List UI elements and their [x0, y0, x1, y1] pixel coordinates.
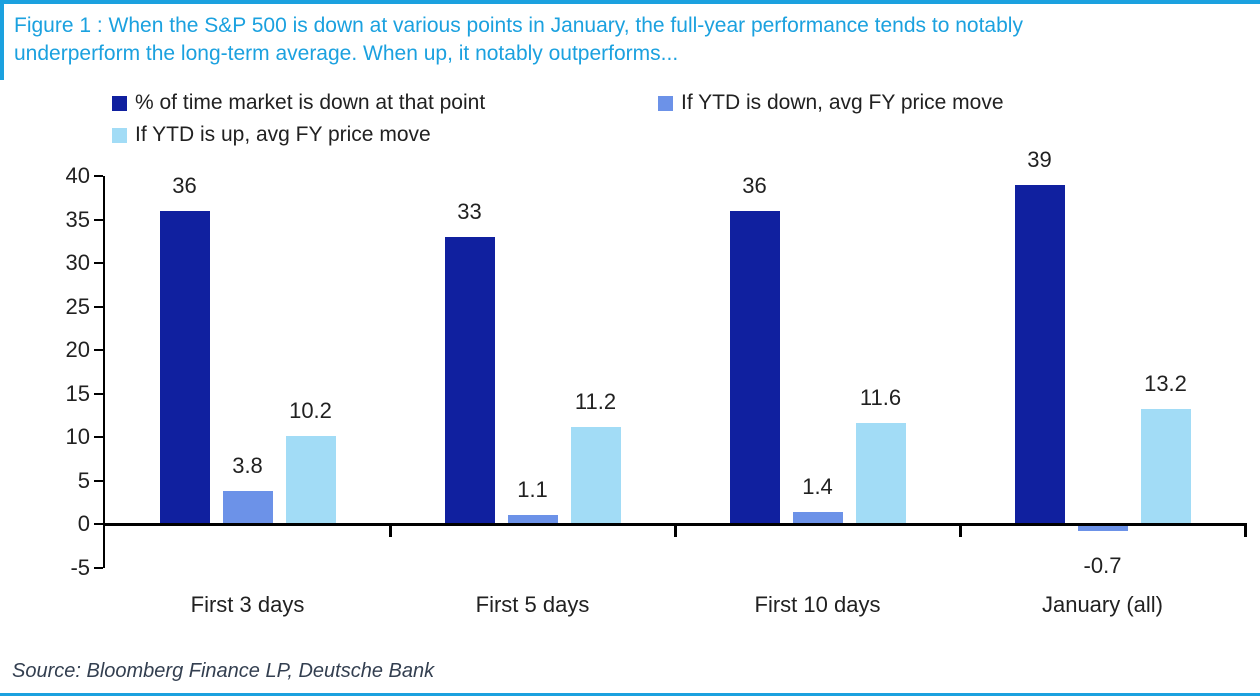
y-tick-35	[94, 218, 103, 221]
bar-series0-first-3-days	[159, 210, 210, 525]
plot-area: 40 35 30 25 20 15 10 5 0 -5 36 3.8 10.2 33 1.1 11.2 36 1.…	[66, 147, 1247, 580]
bar-series1-first-10-days	[792, 512, 843, 525]
x-boundary-tick-1	[388, 523, 392, 538]
legend-row-1: % of time market is down at that point I…	[0, 90, 1260, 116]
legend-label-ytd-down: If YTD is down, avg FY price move	[681, 91, 1004, 114]
bar-value-label-series2-first-3-days: 10.2	[289, 397, 332, 423]
y-tick-label-20: 20	[65, 337, 90, 363]
bar-series2-first-10-days	[855, 423, 906, 525]
legend-label-down-pct: % of time market is down at that point	[135, 91, 486, 114]
x-boundary-tick-4	[1243, 523, 1247, 538]
category-labels: First 3 days First 5 days First 10 days …	[105, 592, 1245, 618]
bar-value-label-series2-first-10-days: 11.6	[859, 385, 902, 411]
figure-footer: Source: Bloomberg Finance LP, Deutsche B…	[0, 656, 1260, 696]
bar-series0-january-all-	[1014, 184, 1065, 525]
y-tick-label-5: 5	[77, 467, 90, 493]
bar-series1-first-5-days	[507, 514, 558, 525]
bar-series0-first-5-days	[444, 236, 495, 525]
figure-header: Figure 1 : When the S&P 500 is down at v…	[0, 0, 1260, 80]
bar-series2-first-3-days	[285, 435, 336, 525]
legend-swatch-down-pct-icon	[112, 95, 127, 111]
bar-value-label-series0-first-3-days: 36	[172, 172, 197, 198]
figure-title-line-1: Figure 1 : When the S&P 500 is down at v…	[14, 14, 1023, 37]
y-tick-0	[94, 523, 103, 526]
y-axis-line	[103, 176, 105, 568]
bar-value-label-series0-january-all-: 39	[1027, 146, 1052, 172]
legend-row-2: If YTD is up, avg FY price move	[0, 122, 1260, 148]
y-tick-5	[94, 479, 103, 482]
y-tick-label-15: 15	[65, 380, 90, 406]
legend-label-ytd-up: If YTD is up, avg FY price move	[135, 123, 431, 146]
bar-value-label-series0-first-5-days: 33	[457, 198, 482, 224]
x-boundary-tick-3	[958, 523, 962, 538]
bar-value-label-series2-first-5-days: 11.2	[574, 388, 617, 414]
category-label-january-all: January (all)	[1041, 592, 1164, 617]
bar-value-label-series1-first-10-days: 1.4	[802, 474, 833, 500]
legend-item-ytd-up: If YTD is up, avg FY price move	[112, 123, 431, 147]
legend-swatch-ytd-down-icon	[658, 95, 673, 111]
category-label-first-10-days: First 10 days	[754, 592, 881, 617]
bar-chart: 40 35 30 25 20 15 10 5 0 -5 36 3.8 10.2 33 1.1 11.2 36 1.…	[66, 147, 1247, 618]
y-tick-label-10: 10	[65, 424, 90, 450]
y-tick-15	[94, 392, 103, 395]
bar-value-label-series2-january-all-: 13.2	[1144, 371, 1187, 397]
bar-value-label-series0-first-10-days: 36	[742, 172, 767, 198]
figure-title-line-2: underperform the long-term average. When…	[14, 42, 679, 65]
y-tick-30	[94, 262, 103, 265]
y-tick-label-30: 30	[65, 250, 90, 276]
y-tick-10	[94, 436, 103, 439]
x-boundary-tick-2	[673, 523, 677, 538]
bar-value-label-series1-first-3-days: 3.8	[232, 453, 263, 479]
y-tick--5	[94, 567, 103, 569]
y-tick-40	[94, 175, 103, 177]
bar-value-label-series1-january-all-: -0.7	[1083, 552, 1122, 578]
y-tick-label-25: 25	[65, 293, 90, 319]
bar-series2-january-all-	[1140, 409, 1191, 525]
category-label-first-5-days: First 5 days	[475, 592, 590, 617]
bar-series0-first-10-days	[729, 210, 780, 525]
chart-legend: % of time market is down at that point I…	[0, 90, 1260, 148]
bar-series1-first-3-days	[222, 491, 273, 525]
legend-item-ytd-down: If YTD is down, avg FY price move	[658, 91, 1004, 115]
legend-item-down-pct: % of time market is down at that point	[112, 91, 658, 115]
y-tick-label-0: 0	[77, 511, 90, 537]
bar-value-label-series1-first-5-days: 1.1	[517, 476, 548, 502]
y-tick-25	[94, 305, 103, 308]
y-tick-label-35: 35	[65, 206, 90, 232]
y-tick-20	[94, 349, 103, 352]
y-tick-label--5: -5	[70, 555, 90, 580]
legend-swatch-ytd-up-icon	[112, 127, 127, 143]
category-label-first-3-days: First 3 days	[190, 592, 305, 617]
bar-series1-january-all-	[1077, 524, 1128, 531]
bar-series2-first-5-days	[570, 426, 621, 525]
y-tick-label-40: 40	[65, 163, 90, 188]
source-text: Source: Bloomberg Finance LP, Deutsche B…	[12, 660, 435, 682]
